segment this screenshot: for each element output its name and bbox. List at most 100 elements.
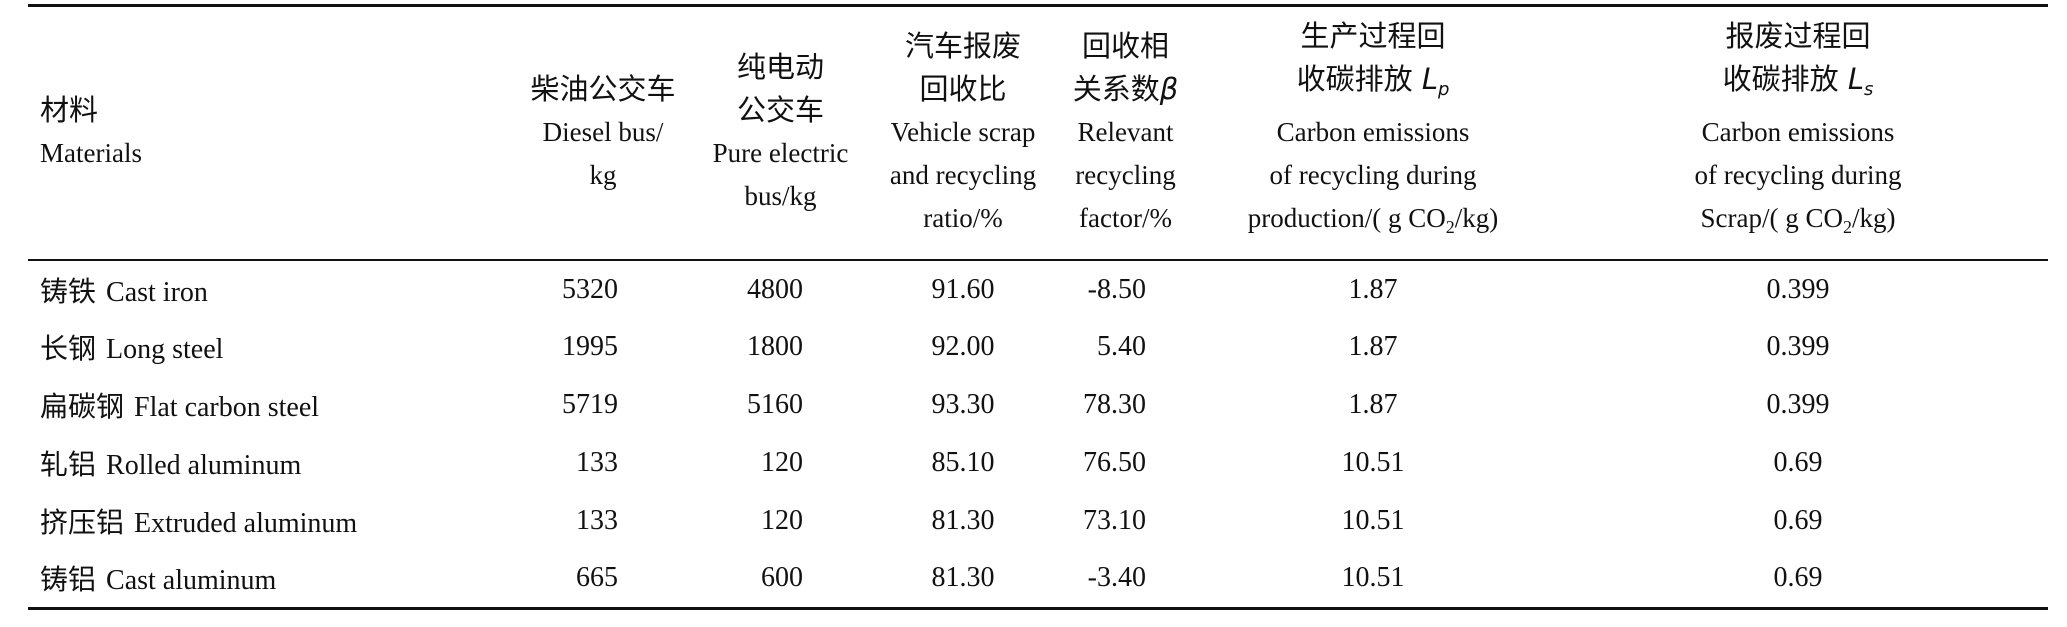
ls-cell: 0.69 [1773,505,1823,536]
header-zh: 回收相 [1081,28,1169,63]
header-en: factor/% [1079,202,1172,233]
header-zh-text: 关系数 [1072,71,1160,106]
header-zh: 收碳排放 Lp [1202,58,1544,111]
header-en: of recycling during [1269,160,1477,190]
ls-cell: 0.69 [1773,562,1823,594]
material-en: Rolled aluminum [106,450,302,481]
material-zh: 扁碳钢 [40,390,125,423]
header-en-text: /kg) [1454,203,1499,233]
table-row: 铸铝 Cast aluminum 665 600 81.30 -3.40 10.5… [28,550,2048,608]
material-cell: 铸铁 Cast iron [28,260,518,318]
diesel-cell: 665 [576,562,618,594]
material-en: Cast iron [106,276,208,308]
material-cell: 挤压铝 Extruded aluminum [28,492,518,550]
header-en: ratio/% [923,202,1003,233]
lp-subscript: p [1437,79,1450,100]
header-zh-text: 收碳排放 [1722,62,1839,96]
ls-cell: 0.399 [1766,389,1830,420]
diesel-cell: 133 [576,505,618,536]
header-recycling-factor: 回收相 关系数β Relevant recycling factor/% [1053,6,1198,261]
table-row: 长钢 Long steel 1995 1800 92.00 5.40 1.87 0… [28,318,2048,376]
lp-symbol: L [1421,62,1438,96]
header-en: recycling [1075,159,1176,190]
ratio-cell: 92.00 [931,331,995,362]
header-en: kg [589,159,617,190]
material-zh: 长钢 [40,332,97,365]
electric-cell: 120 [761,505,803,536]
header-scrap-recycling-ratio: 汽车报废 回收比 Vehicle scrap and recycling rat… [873,6,1053,261]
table-row: 挤压铝 Extruded aluminum 133 120 81.30 73.10… [28,492,2048,550]
header-en: Materials [40,138,142,168]
header-en: Carbon emissions [1701,117,1895,147]
material-en: Extruded aluminum [134,508,358,539]
material-cell: 轧铝 Rolled aluminum [28,434,518,492]
electric-cell: 120 [761,447,803,478]
material-zh: 铸铝 [40,563,97,597]
material-cell: 长钢 Long steel [28,318,518,376]
header-zh: 材料 [40,93,99,127]
table-row: 轧铝 Rolled aluminum 133 120 85.10 76.50 10… [28,434,2048,492]
lp-cell: 10.51 [1341,505,1405,536]
material-zh: 铸铁 [40,274,97,308]
material-cell: 铸铝 Cast aluminum [28,550,518,608]
factor-cell: 76.50 [1083,447,1146,478]
header-en: Scrap/( g CO2/kg) [1552,197,2044,249]
header-en: Carbon emissions [1276,117,1470,147]
factor-cell: 78.30 [1083,389,1146,420]
header-en: of recycling during [1694,160,1902,190]
beta-symbol: β [1159,71,1179,106]
ls-cell: 0.399 [1766,331,1830,362]
header-scrap-emissions: 报废过程回 收碳排放 Ls Carbon emissions of recycl… [1548,6,2048,261]
electric-cell: 600 [761,562,803,594]
header-production-emissions: 生产过程回 收碳排放 Lp Carbon emissions of recycl… [1198,6,1548,261]
header-en-text: production/( g CO [1247,203,1446,233]
electric-cell: 1800 [747,331,803,362]
header-zh: 回收比 [919,71,1007,106]
factor-cell: -3.40 [1087,562,1146,594]
factor-cell: 5.40 [1097,331,1146,362]
header-en: Diesel bus/ [542,116,664,147]
header-pure-electric-bus: 纯电动 公交车 Pure electric bus/kg [688,6,873,261]
table-header-row: 材料 Materials 柴油公交车 Diesel bus/ kg 纯电动 公交… [28,5,2048,261]
diesel-cell: 1995 [562,331,618,362]
header-zh: 纯电动 [736,50,824,84]
electric-cell: 5160 [747,389,803,420]
ls-subscript: s [1864,79,1874,100]
lp-cell: 1.87 [1348,273,1398,305]
lp-cell: 1.87 [1348,331,1398,362]
material-zh: 挤压铝 [40,506,125,539]
header-zh: 收碳排放 Ls [1552,58,2044,111]
header-materials: 材料 Materials [28,6,518,261]
header-zh: 报废过程回 [1725,19,1871,53]
table-row: 铸铁 Cast iron 5320 4800 91.60 -8.50 1.87 0… [28,260,2048,318]
ratio-cell: 81.30 [931,505,995,536]
header-zh: 公交车 [736,93,824,127]
header-zh-text: 收碳排放 [1296,62,1413,96]
ratio-cell: 85.10 [931,447,995,478]
header-zh: 生产过程回 [1300,19,1446,53]
ls-cell: 0.399 [1766,273,1830,305]
header-en: Pure electric [712,138,849,168]
material-cell: 扁碳钢 Flat carbon steel [28,376,518,434]
ratio-cell: 93.30 [931,389,995,420]
header-en: and recycling [889,159,1037,190]
factor-cell: 73.10 [1083,505,1146,536]
material-en: Flat carbon steel [134,392,320,423]
header-en: bus/kg [744,181,817,211]
co2-subscript: 2 [1445,217,1455,237]
material-zh: 轧铝 [40,448,97,481]
factor-cell: -8.50 [1087,273,1146,305]
header-en: Relevant [1077,116,1174,147]
ls-cell: 0.69 [1773,447,1823,478]
material-en: Long steel [106,334,224,365]
header-en: Vehicle scrap [890,116,1036,147]
diesel-cell: 5320 [562,273,618,305]
electric-cell: 4800 [747,273,803,305]
lp-cell: 10.51 [1341,562,1405,594]
header-en-text: /kg) [1851,203,1896,233]
materials-table: 材料 Materials 柴油公交车 Diesel bus/ kg 纯电动 公交… [28,4,2048,610]
co2-subscript: 2 [1842,217,1852,237]
header-diesel-bus: 柴油公交车 Diesel bus/ kg [518,6,688,261]
header-en-text: Scrap/( g CO [1700,203,1843,233]
